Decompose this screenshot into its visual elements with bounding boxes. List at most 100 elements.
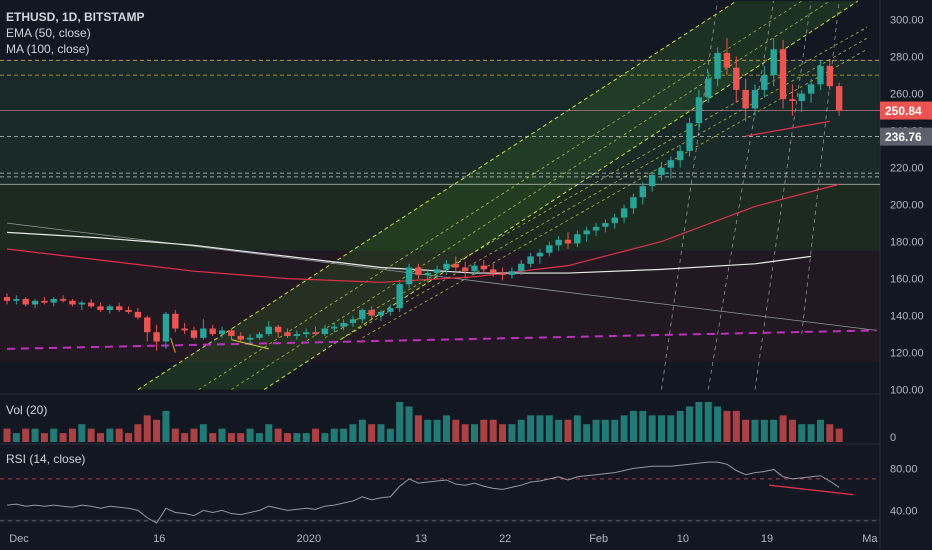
candle[interactable] [144, 315, 151, 342]
candle[interactable] [461, 261, 469, 279]
candle[interactable] [592, 223, 600, 237]
candle[interactable] [677, 145, 684, 168]
candle[interactable] [508, 267, 516, 279]
candle[interactable] [87, 298, 95, 309]
candle[interactable] [396, 282, 403, 312]
candle[interactable] [658, 162, 665, 181]
candle[interactable] [770, 38, 777, 87]
candle[interactable] [331, 323, 338, 333]
candle[interactable] [256, 332, 263, 340]
time-axis-label[interactable]: Feb [589, 533, 608, 545]
candle[interactable] [172, 310, 179, 333]
candle[interactable] [368, 306, 375, 320]
candle[interactable] [602, 219, 609, 233]
candle[interactable] [798, 89, 805, 113]
time-axis-label[interactable]: 22 [499, 533, 511, 545]
symbol-title[interactable]: ETHUSD, 1D, BITSTAMP [6, 10, 145, 24]
candle[interactable] [751, 84, 759, 116]
candle[interactable] [761, 65, 768, 98]
candle[interactable] [555, 236, 562, 251]
candle[interactable] [274, 324, 282, 338]
candle[interactable] [574, 230, 581, 248]
candle[interactable] [359, 308, 366, 323]
candle[interactable] [807, 78, 815, 103]
time-axis-label[interactable]: 16 [153, 533, 165, 545]
candle[interactable] [817, 60, 824, 90]
candle[interactable] [611, 213, 618, 229]
candle[interactable] [714, 47, 721, 87]
rsi-legend-label[interactable]: RSI (14, close) [6, 452, 86, 466]
candlestick-series[interactable] [3, 38, 843, 351]
candle[interactable] [116, 302, 123, 312]
candle[interactable] [321, 324, 329, 336]
candle[interactable] [228, 328, 235, 340]
candle[interactable] [3, 293, 11, 305]
candle[interactable] [349, 315, 357, 327]
candle[interactable] [377, 310, 385, 322]
candle[interactable] [452, 256, 459, 272]
candle[interactable] [583, 226, 590, 242]
candle[interactable] [97, 302, 104, 312]
candle[interactable] [733, 56, 740, 103]
candle[interactable] [527, 252, 534, 268]
candle[interactable] [22, 297, 29, 307]
candle[interactable] [41, 297, 48, 305]
candle[interactable] [648, 171, 656, 192]
time-axis-label[interactable]: 10 [677, 533, 689, 545]
axes[interactable]: 100.00 120.00 140.00 160.00 180.00 200.00 220.… [9, 15, 932, 545]
candle[interactable] [471, 263, 478, 275]
candle[interactable] [536, 249, 544, 264]
candle[interactable] [284, 328, 291, 338]
time-axis-label[interactable]: 19 [761, 533, 773, 545]
candle[interactable] [181, 323, 188, 335]
time-axis-label[interactable]: Dec [9, 533, 29, 545]
candle[interactable] [200, 319, 207, 340]
candle[interactable] [424, 269, 431, 283]
level-price-tag[interactable]: 236.76 [885, 130, 922, 144]
candle[interactable] [13, 295, 20, 305]
candle[interactable] [686, 117, 693, 157]
candle[interactable] [106, 304, 114, 314]
candle[interactable] [695, 89, 703, 131]
candle[interactable] [190, 326, 198, 340]
candle[interactable] [564, 232, 572, 249]
candle[interactable] [246, 334, 254, 344]
volume-legend-label[interactable]: Vol (20) [6, 403, 48, 417]
candle[interactable] [162, 311, 170, 349]
candle[interactable] [78, 300, 85, 311]
candle[interactable] [742, 78, 749, 122]
candle[interactable] [69, 298, 76, 307]
ma-legend-label[interactable]: MA (100, close) [6, 42, 90, 56]
candle[interactable] [31, 298, 39, 309]
candle[interactable] [50, 297, 57, 307]
candle[interactable] [667, 156, 675, 179]
candle[interactable] [789, 84, 796, 116]
candle[interactable] [134, 308, 142, 320]
candle[interactable] [630, 193, 637, 214]
candle[interactable] [153, 324, 160, 351]
candle[interactable] [415, 263, 422, 279]
candle[interactable] [443, 260, 450, 275]
candle[interactable] [209, 324, 216, 336]
ema-legend-label[interactable]: EMA (50, close) [6, 26, 91, 40]
candle[interactable] [490, 263, 497, 277]
candle[interactable] [265, 321, 272, 336]
candle[interactable] [312, 326, 319, 336]
candle[interactable] [835, 82, 843, 116]
candle[interactable] [546, 241, 553, 257]
candle[interactable] [518, 260, 525, 275]
candle[interactable] [303, 328, 310, 338]
candle[interactable] [340, 319, 347, 331]
candle[interactable] [723, 38, 731, 76]
candle[interactable] [499, 267, 506, 281]
candle[interactable] [237, 332, 244, 342]
candle[interactable] [639, 182, 646, 205]
candle[interactable] [125, 306, 132, 314]
candle[interactable] [218, 326, 226, 338]
candle[interactable] [59, 295, 67, 303]
candle[interactable] [705, 71, 712, 103]
time-axis-label[interactable]: 2020 [297, 533, 321, 545]
candle[interactable] [433, 265, 441, 279]
candle[interactable] [405, 263, 413, 288]
